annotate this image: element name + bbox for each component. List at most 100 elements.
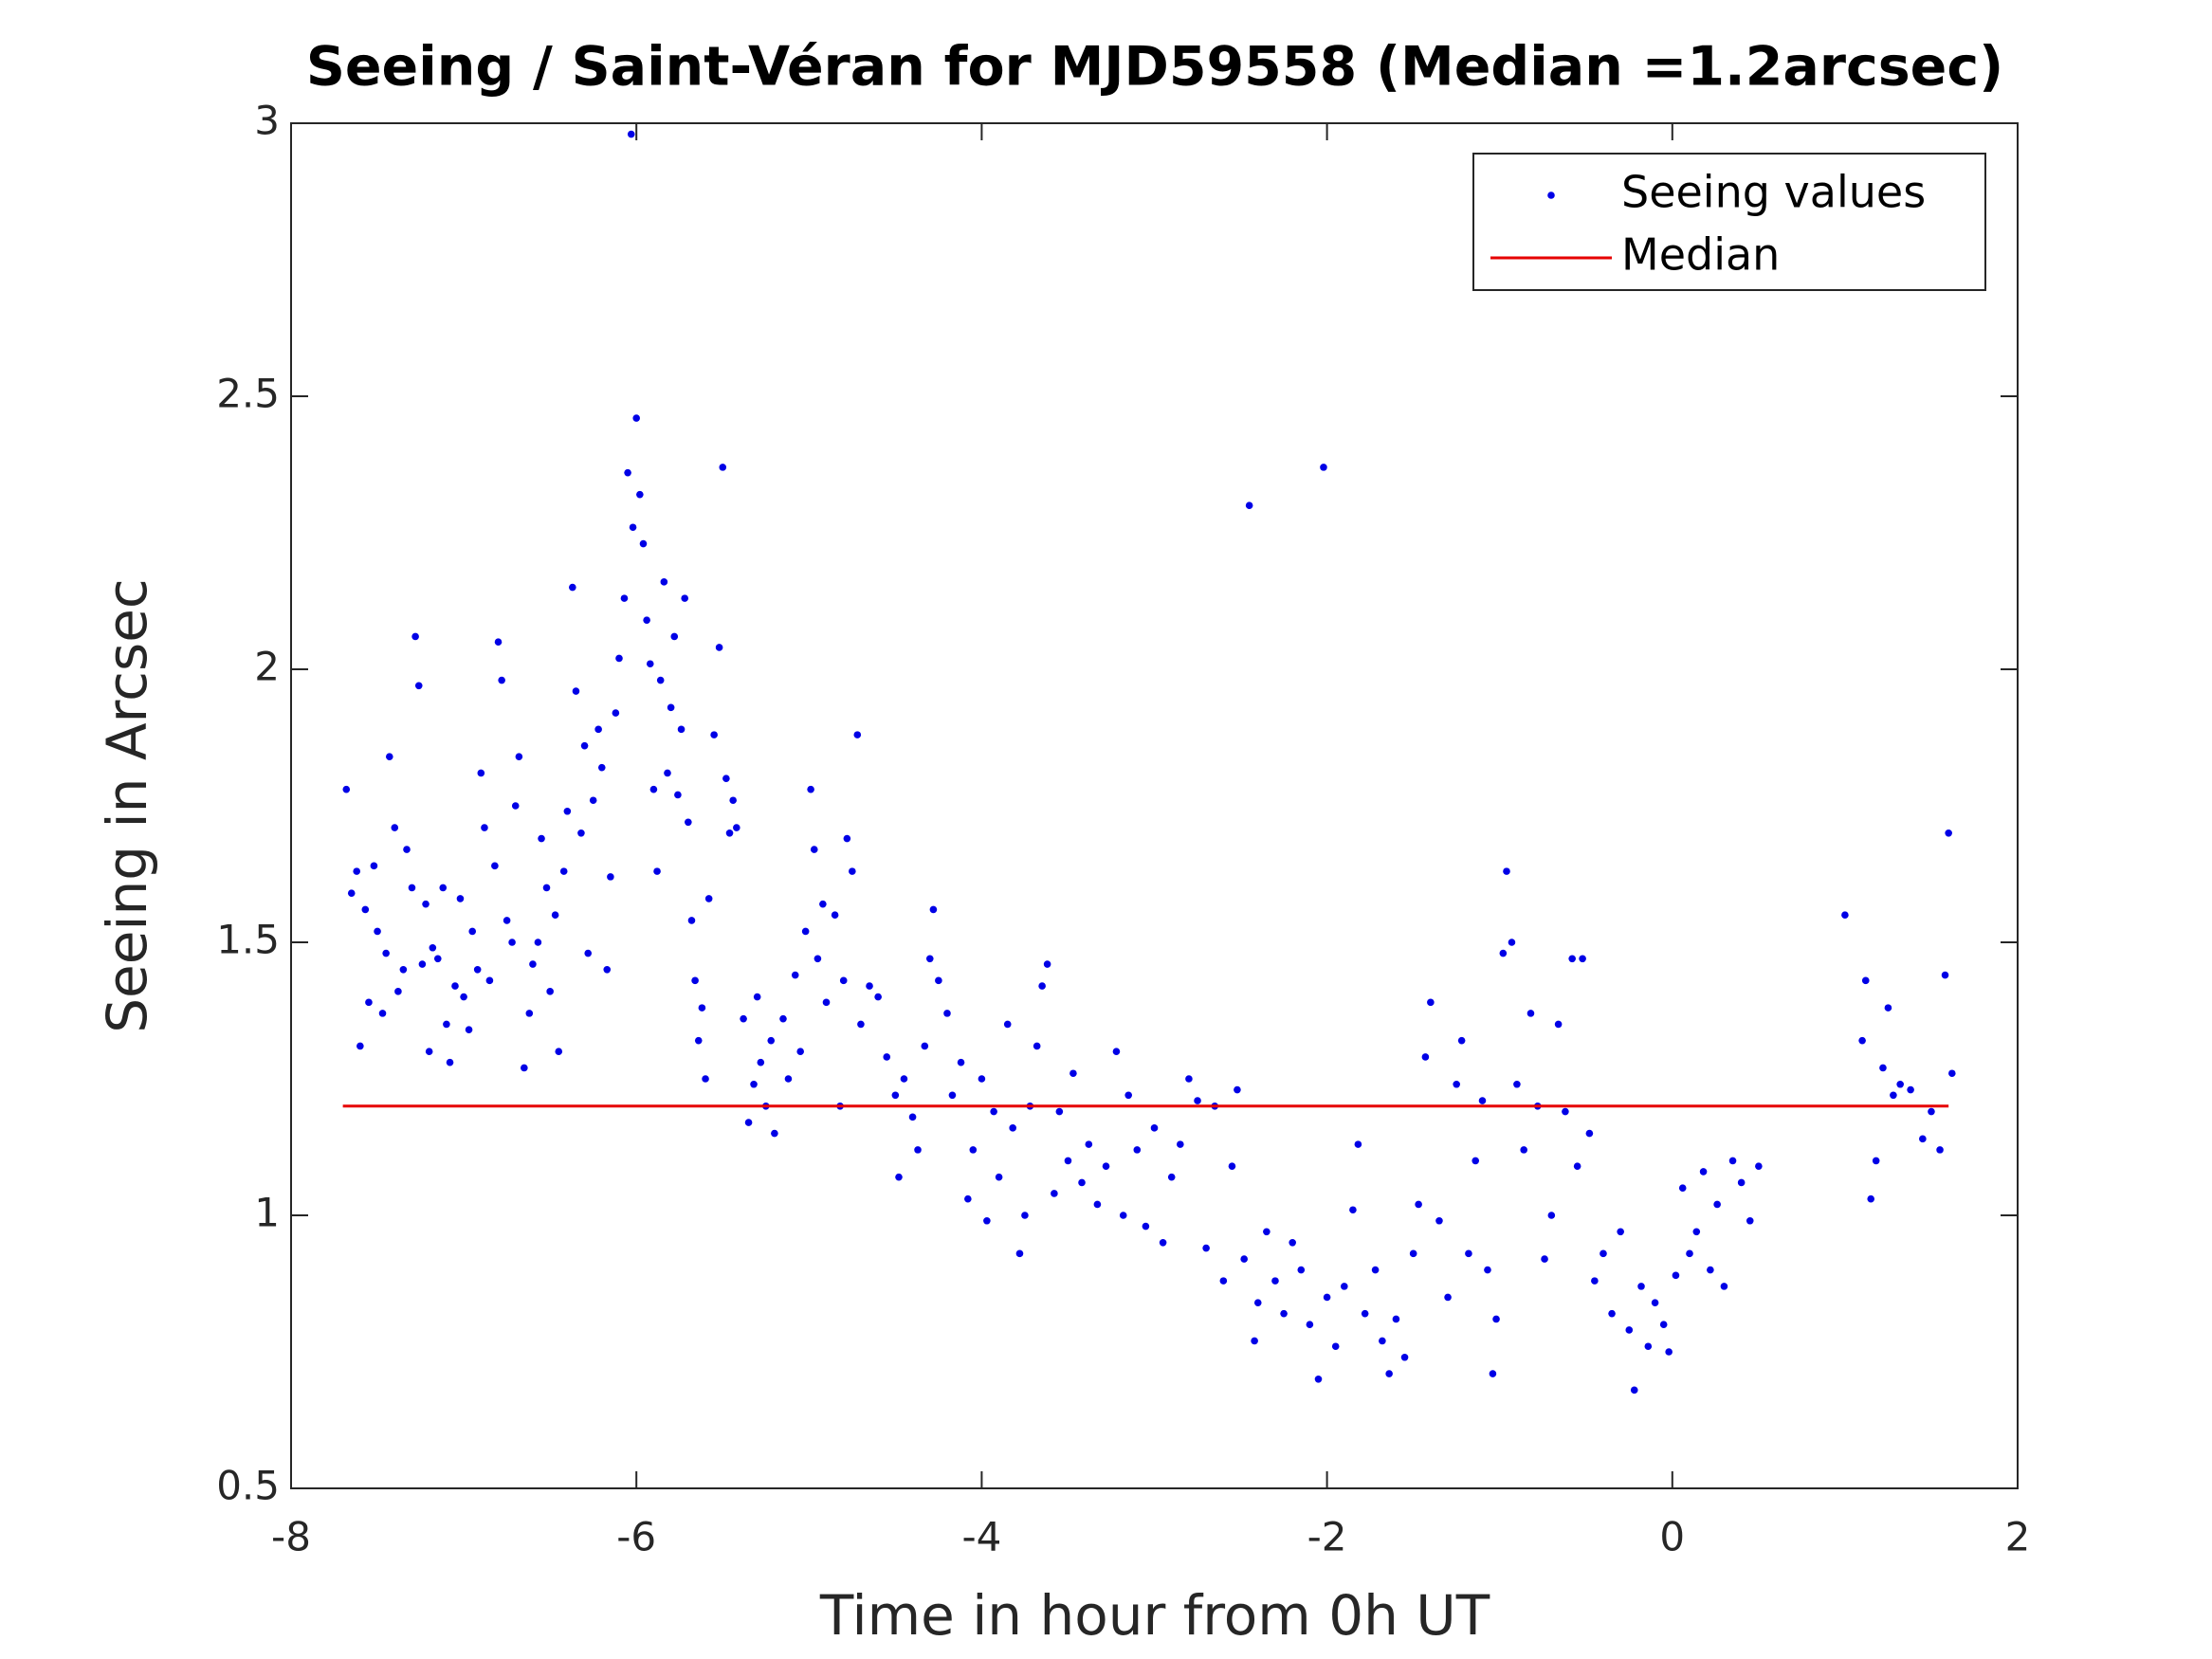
data-point xyxy=(831,911,839,919)
axes-box xyxy=(290,122,2019,1489)
data-point xyxy=(1686,1249,1693,1258)
data-point xyxy=(1465,1249,1472,1258)
data-point xyxy=(1630,1386,1638,1395)
data-point xyxy=(1119,1212,1127,1219)
data-point xyxy=(1033,1042,1041,1050)
data-point xyxy=(1331,1342,1340,1351)
data-point xyxy=(607,873,614,881)
data-point xyxy=(546,988,554,995)
data-point xyxy=(957,1058,965,1066)
data-point xyxy=(1444,1293,1452,1302)
data-point xyxy=(1167,1173,1176,1181)
data-point xyxy=(1271,1277,1279,1285)
data-point xyxy=(866,982,873,990)
data-point xyxy=(433,955,442,963)
data-point xyxy=(1177,1140,1184,1148)
x-tick-label: -4 xyxy=(961,1514,1001,1560)
data-point xyxy=(1478,1097,1487,1104)
data-point xyxy=(733,824,740,831)
data-point xyxy=(1371,1266,1380,1274)
data-point xyxy=(1746,1216,1754,1225)
data-point xyxy=(1520,1146,1527,1154)
data-point xyxy=(670,632,679,641)
data-point xyxy=(921,1042,929,1050)
data-point xyxy=(356,1042,364,1050)
data-point xyxy=(791,971,799,979)
data-point xyxy=(365,998,373,1007)
data-point xyxy=(900,1075,908,1083)
data-point xyxy=(674,791,682,799)
data-point xyxy=(374,927,381,936)
data-point xyxy=(1427,998,1435,1007)
data-point xyxy=(1379,1337,1386,1345)
data-point xyxy=(418,960,427,968)
data-point xyxy=(1608,1309,1616,1318)
data-point xyxy=(542,884,551,892)
data-point xyxy=(1858,1036,1866,1045)
data-point xyxy=(1678,1184,1687,1192)
data-point xyxy=(1085,1140,1093,1148)
data-point xyxy=(969,1146,978,1154)
data-point xyxy=(908,1113,917,1121)
data-point xyxy=(1306,1321,1314,1328)
data-point xyxy=(382,949,390,957)
data-point xyxy=(1861,976,1870,985)
data-point xyxy=(1185,1075,1193,1083)
data-point xyxy=(1720,1283,1728,1290)
data-point xyxy=(948,1091,957,1100)
data-point xyxy=(1349,1206,1357,1214)
y-tick-label: 2 xyxy=(254,644,280,690)
data-point xyxy=(1637,1283,1645,1290)
data-point xyxy=(801,927,810,936)
data-point xyxy=(771,1129,778,1138)
data-point xyxy=(643,616,650,624)
data-point xyxy=(465,1026,473,1033)
data-point xyxy=(525,1010,534,1017)
data-point xyxy=(1472,1157,1480,1165)
data-point xyxy=(403,846,411,853)
data-point xyxy=(1064,1157,1072,1165)
data-point xyxy=(1251,1337,1258,1345)
data-point xyxy=(1043,960,1051,968)
data-point xyxy=(577,830,585,837)
data-point xyxy=(1228,1162,1236,1170)
data-point xyxy=(456,895,465,902)
data-point xyxy=(473,966,482,974)
data-point xyxy=(534,939,542,946)
data-point xyxy=(1078,1178,1086,1187)
data-point xyxy=(1499,949,1508,957)
data-point xyxy=(494,638,503,646)
data-point xyxy=(677,725,686,734)
legend-box xyxy=(1472,153,1986,291)
data-point xyxy=(807,785,814,793)
data-point xyxy=(477,769,485,777)
data-point xyxy=(385,753,393,760)
data-point xyxy=(1919,1135,1927,1143)
data-point xyxy=(1354,1140,1362,1148)
data-point xyxy=(685,818,692,827)
data-point xyxy=(1219,1277,1228,1285)
x-tick-label: -8 xyxy=(271,1514,311,1560)
data-point xyxy=(612,709,620,717)
data-point xyxy=(347,889,356,897)
data-point xyxy=(1713,1200,1721,1209)
data-point xyxy=(1240,1255,1248,1263)
data-point xyxy=(656,676,665,684)
data-point xyxy=(1392,1315,1400,1323)
data-point xyxy=(1385,1370,1393,1377)
data-point xyxy=(1625,1326,1634,1334)
data-point xyxy=(1948,1069,1956,1078)
data-point xyxy=(1489,1370,1497,1377)
data-point xyxy=(698,1004,706,1012)
data-point xyxy=(857,1020,865,1029)
data-point xyxy=(664,769,671,777)
data-point xyxy=(414,682,423,690)
data-point xyxy=(874,993,882,1001)
data-point xyxy=(1692,1228,1701,1236)
data-point xyxy=(990,1107,997,1116)
data-point xyxy=(1928,1107,1935,1116)
data-point xyxy=(603,966,612,974)
data-point xyxy=(468,927,477,936)
data-point xyxy=(925,955,934,963)
data-point xyxy=(559,867,568,875)
